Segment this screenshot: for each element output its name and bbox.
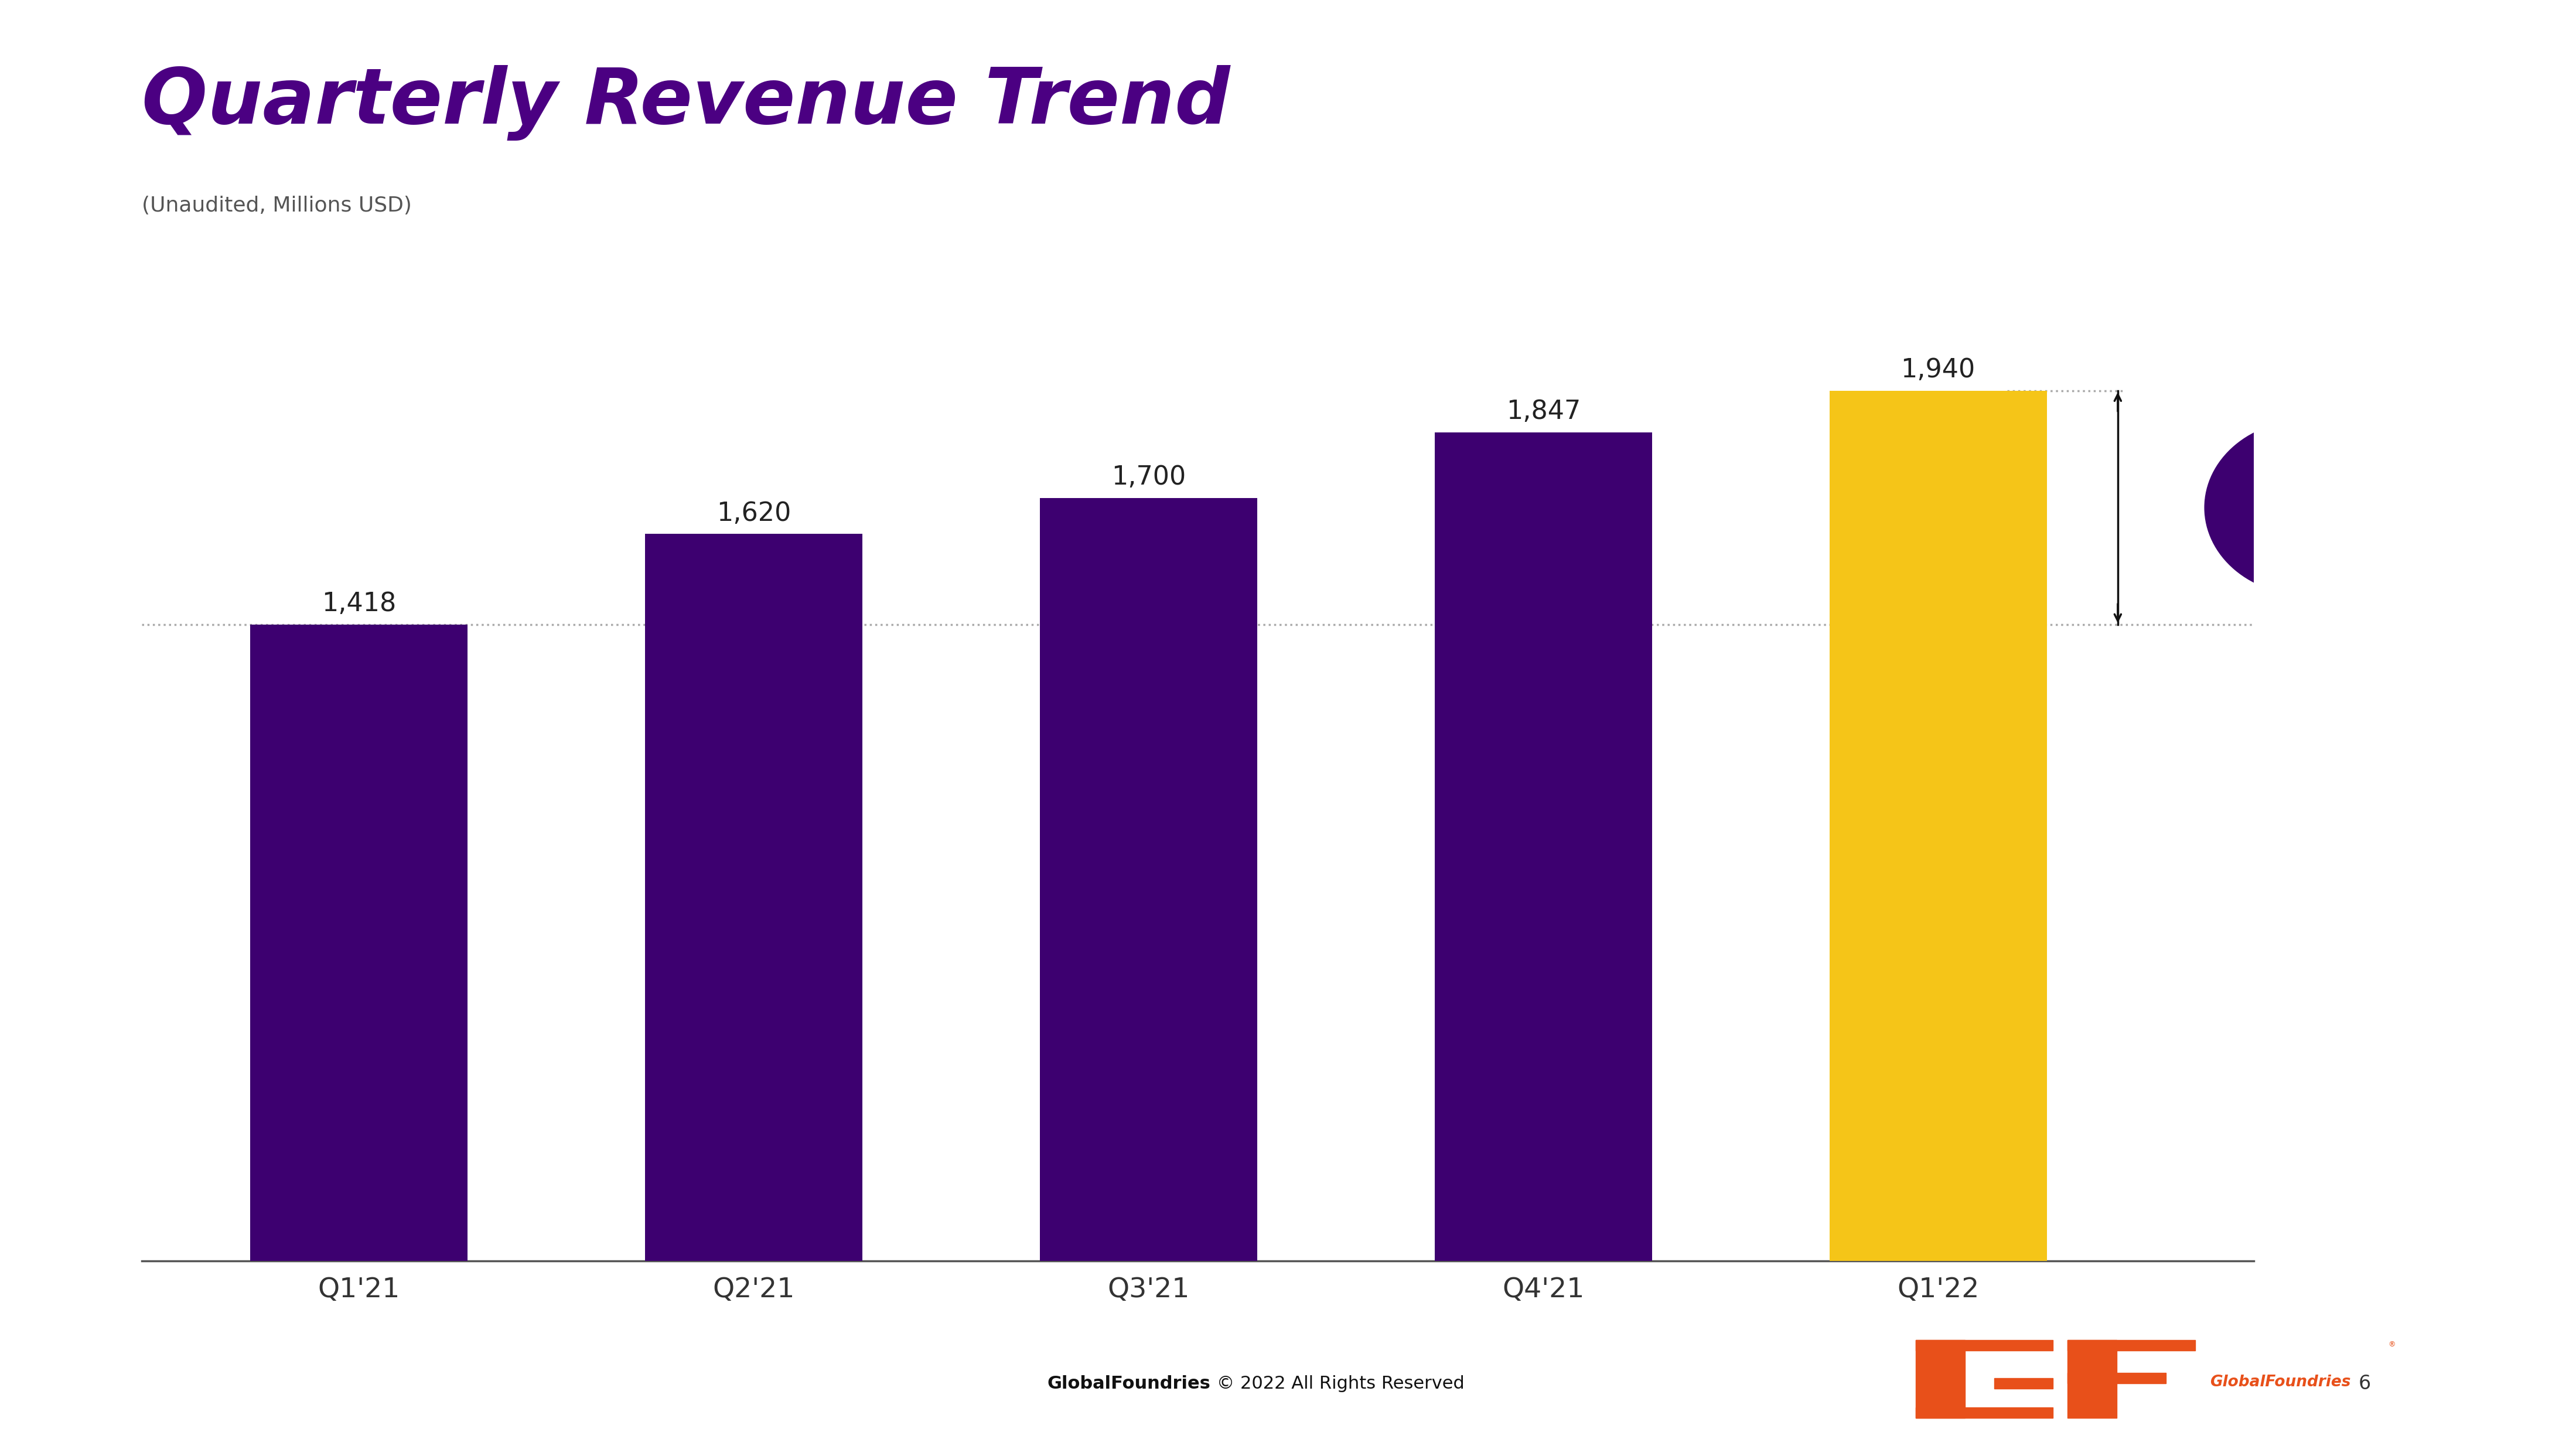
Bar (1917, 1340, 1965, 1419)
Text: 1,418: 1,418 (322, 591, 397, 617)
Bar (250, 625, 466, 1261)
Bar (2069, 1340, 2195, 1350)
Text: (Unaudited, Millions USD): (Unaudited, Millions USD) (142, 196, 412, 216)
Bar (2069, 1372, 2166, 1384)
Text: 1,620: 1,620 (716, 501, 791, 526)
Bar (1435, 432, 1651, 1261)
Bar (1994, 1378, 2053, 1388)
Bar (1917, 1407, 2053, 1419)
Bar (644, 535, 863, 1261)
Text: GlobalFoundries: GlobalFoundries (1048, 1375, 1211, 1392)
Text: 1,700: 1,700 (1110, 465, 1185, 490)
Bar (1829, 391, 2048, 1261)
Text: +37%
Y/Y: +37% Y/Y (2267, 480, 2347, 536)
Text: 6: 6 (2360, 1374, 2370, 1394)
Text: 1,847: 1,847 (1507, 398, 1582, 425)
Ellipse shape (2205, 420, 2411, 596)
Text: ®: ® (2388, 1340, 2396, 1348)
Text: 1,940: 1,940 (1901, 358, 1976, 383)
Text: Quarterly Revenue Trend: Quarterly Revenue Trend (142, 65, 1229, 141)
Bar (1917, 1340, 2053, 1350)
Bar (1041, 498, 1257, 1261)
Text: GlobalFoundries: GlobalFoundries (2210, 1375, 2349, 1390)
Bar (2069, 1340, 2117, 1419)
Text: © 2022 All Rights Reserved: © 2022 All Rights Reserved (1211, 1375, 1463, 1392)
